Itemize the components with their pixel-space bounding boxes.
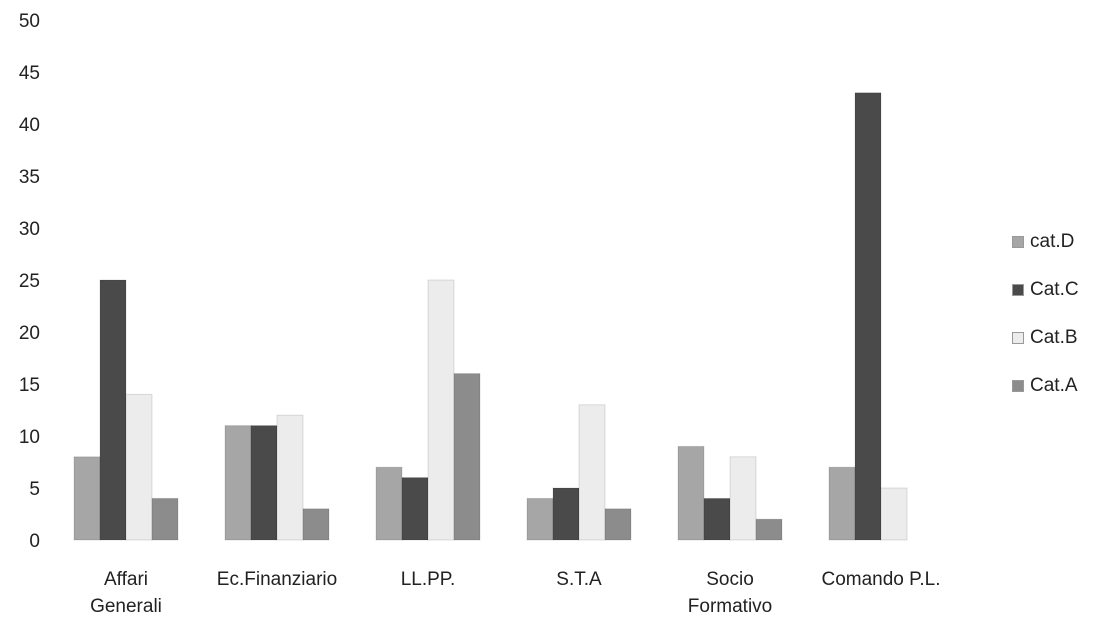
legend: cat.D Cat.C Cat.B Cat.A — [1012, 230, 1092, 422]
bars — [73, 92, 908, 541]
y-tick-label: 50 — [19, 11, 40, 32]
legend-swatch — [1012, 380, 1024, 392]
legend-item: Cat.A — [1012, 374, 1092, 398]
legend-label: cat.D — [1030, 231, 1075, 252]
bar-catd-4 — [677, 445, 705, 541]
bar-catc-0 — [99, 279, 127, 541]
legend-swatch — [1012, 236, 1024, 248]
bar-catd-2 — [375, 466, 403, 541]
y-tick-label: 35 — [19, 167, 40, 188]
bar-catb-1 — [276, 414, 304, 541]
y-tick-label: 20 — [19, 323, 40, 344]
y-tick-label: 0 — [29, 531, 40, 552]
x-category-label: Comando P.L. — [821, 569, 940, 590]
y-tick-label: 25 — [19, 271, 40, 292]
bar-catc-3 — [552, 487, 580, 541]
legend-label: Cat.A — [1030, 375, 1078, 396]
bar-catb-0 — [125, 393, 153, 541]
x-category-label: Affari — [104, 569, 148, 590]
y-axis: 0 5 10 15 20 25 30 35 40 45 50 — [19, 11, 40, 552]
x-category-label: S.T.A — [556, 569, 602, 590]
legend-label: Cat.C — [1030, 279, 1079, 300]
bar-cata-2 — [453, 373, 481, 541]
y-tick-label: 30 — [19, 219, 40, 240]
bar-cata-1 — [302, 508, 330, 541]
bar-catd-0 — [73, 456, 101, 541]
y-tick-label: 5 — [29, 479, 40, 500]
bar-catc-4 — [703, 497, 731, 541]
bar-cata-0 — [151, 497, 179, 541]
bar-catc-5 — [854, 92, 882, 541]
bar-catb-3 — [578, 404, 606, 541]
bar-catd-5 — [828, 466, 856, 541]
x-category-label: Socio — [706, 569, 754, 590]
legend-swatch — [1012, 284, 1024, 296]
bar-cata-4 — [755, 518, 783, 541]
legend-item: Cat.C — [1012, 278, 1092, 302]
bar-catb-2 — [427, 279, 455, 541]
bar-catd-1 — [224, 425, 252, 541]
bar-catb-4 — [729, 456, 757, 541]
x-category-label: Formativo — [688, 596, 772, 617]
y-tick-label: 40 — [19, 115, 40, 136]
legend-item: Cat.B — [1012, 326, 1092, 350]
bar-catc-1 — [250, 425, 278, 541]
bar-catb-5 — [880, 487, 908, 541]
y-tick-label: 45 — [19, 63, 40, 84]
x-axis: Affari Generali Ec.Finanziario LL.PP. S.T.A S… — [90, 569, 940, 617]
legend-item: cat.D — [1012, 230, 1092, 254]
y-tick-label: 10 — [19, 427, 40, 448]
y-tick-label: 15 — [19, 375, 40, 396]
x-category-label: Generali — [90, 596, 162, 617]
x-category-label: LL.PP. — [401, 569, 456, 590]
bar-catd-3 — [526, 497, 554, 541]
x-category-label: Ec.Finanziario — [217, 569, 337, 590]
legend-label: Cat.B — [1030, 327, 1078, 348]
bar-cata-3 — [604, 508, 632, 541]
bar-catc-2 — [401, 477, 429, 541]
legend-swatch — [1012, 332, 1024, 344]
